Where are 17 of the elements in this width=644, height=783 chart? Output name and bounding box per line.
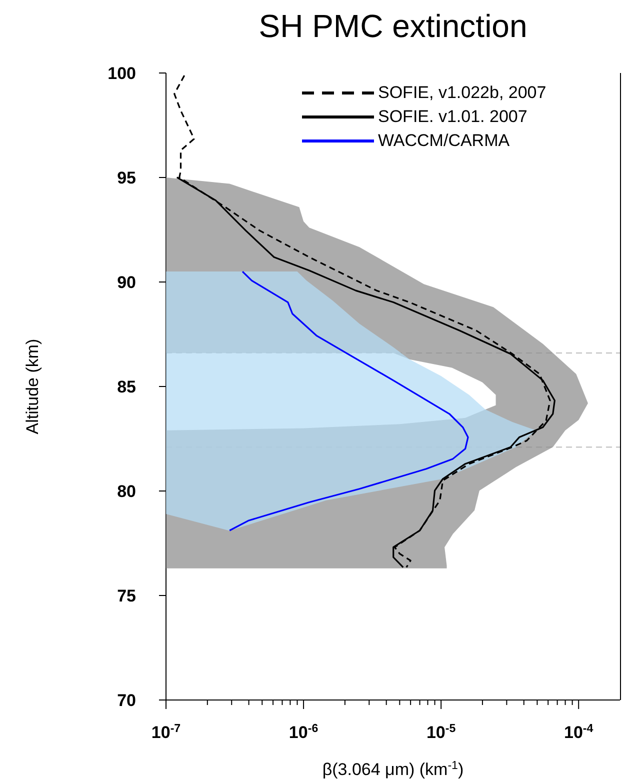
legend-label: SOFIE. v1.01. 2007: [378, 107, 528, 127]
y-tick-label: 95: [117, 168, 136, 188]
y-tick-label: 100: [108, 64, 136, 83]
x-tick-label: 10$^{-7}$: [151, 723, 181, 742]
y-tick-label: 70: [117, 691, 136, 710]
y-axis-title: Altitude (km): [23, 338, 42, 434]
x-tick-label: 10$^{-5}$: [426, 723, 456, 742]
x-axis-title: β(3.064 μm) (km$^{-1}$): [322, 760, 464, 779]
y-tick-label: 80: [117, 482, 136, 501]
legend-label: SOFIE, v1.022b, 2007: [378, 83, 546, 103]
legend-label: WACCM/CARMA: [378, 131, 510, 151]
x-tick-label: 10$^{-4}$: [564, 723, 594, 742]
x-tick-label: 10$^{-6}$: [288, 723, 318, 742]
y-tick-label: 75: [117, 586, 136, 606]
y-tick-label: 90: [117, 273, 136, 292]
y-tick-label: 85: [117, 378, 136, 396]
chart-title: SH PMC extinction: [258, 8, 528, 45]
